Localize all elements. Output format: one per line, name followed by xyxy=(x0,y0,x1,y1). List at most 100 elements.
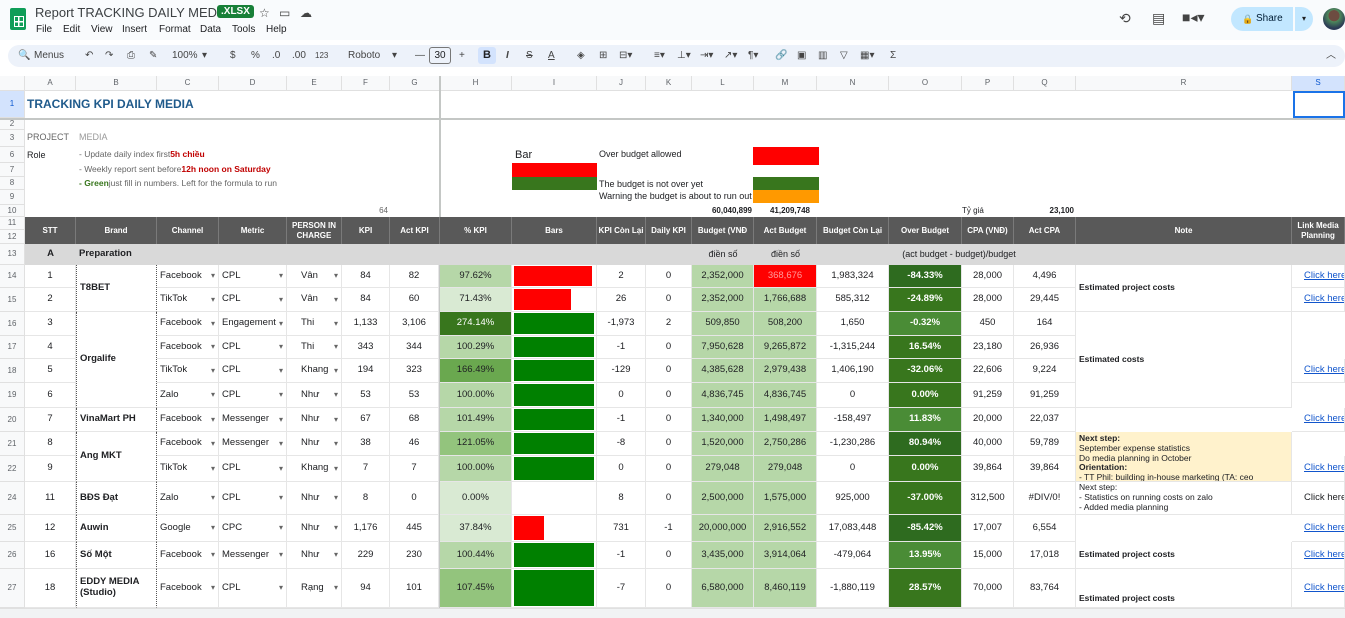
daily-kpi-cell[interactable]: 0 xyxy=(646,569,692,608)
person-dropdown[interactable]: Khang xyxy=(287,456,342,482)
merge-cells-icon[interactable]: ⊟▾ xyxy=(619,50,633,61)
channel-dropdown[interactable]: Facebook xyxy=(157,312,219,336)
channel-dropdown[interactable]: Facebook xyxy=(157,542,219,569)
kpi-left-cell[interactable]: 0 xyxy=(597,456,646,482)
bars-cell[interactable] xyxy=(512,515,597,542)
bars-cell[interactable] xyxy=(512,288,597,312)
horizontal-align-icon[interactable]: ≡▾ xyxy=(654,50,665,61)
row-header-8[interactable]: 8 xyxy=(0,177,25,190)
cpa-cell[interactable]: 15,000 xyxy=(962,542,1014,569)
increase-decimal-button[interactable]: .00 xyxy=(292,50,306,61)
daily-kpi-cell[interactable]: 0 xyxy=(646,408,692,432)
link-media-planning[interactable]: Click here xyxy=(1292,288,1345,312)
act-kpi-cell[interactable]: 323 xyxy=(390,359,439,383)
over-budget-cell[interactable]: -84.33% xyxy=(889,265,962,288)
row-header-16[interactable]: 16 xyxy=(0,312,25,336)
note-so-mot[interactable]: Estimated project costs xyxy=(1076,542,1292,569)
act-budget-cell[interactable]: 508,200 xyxy=(754,312,817,336)
column-header-g[interactable]: G xyxy=(390,76,440,91)
paint-format-icon[interactable]: ✎ xyxy=(149,50,158,61)
channel-dropdown[interactable]: Facebook xyxy=(157,569,219,608)
kpi-left-cell[interactable]: 731 xyxy=(597,515,646,542)
row-header-13[interactable]: 13 xyxy=(0,244,25,265)
stt-cell[interactable]: 8 xyxy=(25,432,76,456)
daily-kpi-cell[interactable]: 0 xyxy=(646,456,692,482)
channel-dropdown[interactable]: Facebook xyxy=(157,336,219,359)
row-header-2[interactable]: 2 xyxy=(0,118,25,130)
redo-icon[interactable]: ↷ xyxy=(105,50,114,61)
channel-dropdown[interactable]: Facebook xyxy=(157,432,219,456)
over-budget-cell[interactable]: -0.32% xyxy=(889,312,962,336)
link-media-planning[interactable]: Click here xyxy=(1292,408,1345,432)
metric-dropdown[interactable]: CPL xyxy=(219,569,287,608)
row-header-17[interactable]: 17 xyxy=(0,336,25,359)
avatar[interactable] xyxy=(1323,8,1345,30)
budget-cell[interactable]: 1,520,000 xyxy=(692,432,754,456)
kpi-left-cell[interactable]: -129 xyxy=(597,359,646,383)
bars-cell[interactable] xyxy=(512,383,597,408)
meet-icon[interactable]: ■◂▾ xyxy=(1182,9,1205,25)
text-color-button[interactable]: A xyxy=(548,50,555,61)
cpa-cell[interactable]: 20,000 xyxy=(962,408,1014,432)
select-all-corner[interactable] xyxy=(0,76,25,91)
kpi-cell[interactable]: 1,176 xyxy=(342,515,390,542)
budget-cell[interactable]: 3,435,000 xyxy=(692,542,754,569)
kpi-cell[interactable]: 84 xyxy=(342,288,390,312)
link-icon[interactable]: 🔗 xyxy=(775,50,788,61)
link-media-planning[interactable]: Click here xyxy=(1292,515,1345,542)
menu-help[interactable]: Help xyxy=(266,24,287,35)
font-size-increase-button[interactable]: + xyxy=(459,50,465,61)
cpa-cell[interactable]: 40,000 xyxy=(962,432,1014,456)
row-header-14[interactable]: 14 xyxy=(0,265,25,288)
comments-icon[interactable]: ▤ xyxy=(1152,10,1166,26)
row-header-22[interactable]: 22 xyxy=(0,456,25,482)
cpa-cell[interactable]: 28,000 xyxy=(962,265,1014,288)
brand-cell[interactable]: Số Một xyxy=(76,542,157,569)
person-dropdown[interactable]: Như xyxy=(287,542,342,569)
person-dropdown[interactable]: Vân xyxy=(287,288,342,312)
vertical-align-icon[interactable]: ⊥▾ xyxy=(677,50,691,61)
stt-cell[interactable]: 1 xyxy=(25,265,76,288)
row-header-24[interactable]: 24 xyxy=(0,482,25,515)
borders-icon[interactable]: ⊞ xyxy=(599,50,608,61)
kpi-left-cell[interactable]: 0 xyxy=(597,383,646,408)
act-cpa-cell[interactable]: 39,864 xyxy=(1014,456,1076,482)
row-header-7[interactable]: 7 xyxy=(0,163,25,177)
search-menus-icon[interactable]: 🔍 xyxy=(18,50,31,61)
brand-cell[interactable]: VinaMart PH xyxy=(76,408,157,432)
budget-left-cell[interactable]: 585,312 xyxy=(817,288,889,312)
stt-cell[interactable]: 9 xyxy=(25,456,76,482)
daily-kpi-cell[interactable]: -1 xyxy=(646,515,692,542)
stt-cell[interactable]: 5 xyxy=(25,359,76,383)
act-cpa-cell[interactable]: 26,936 xyxy=(1014,336,1076,359)
budget-cell[interactable]: 1,340,000 xyxy=(692,408,754,432)
metric-dropdown[interactable]: CPC xyxy=(219,515,287,542)
note-orgalife[interactable]: Estimated costs xyxy=(1076,312,1292,408)
budget-cell[interactable]: 20,000,000 xyxy=(692,515,754,542)
stt-cell[interactable]: 18 xyxy=(25,569,76,608)
pct-kpi-cell[interactable]: 97.62% xyxy=(440,265,512,288)
daily-kpi-cell[interactable]: 0 xyxy=(646,336,692,359)
pct-kpi-cell[interactable]: 0.00% xyxy=(440,482,512,515)
note-t8bet[interactable]: Estimated project costs xyxy=(1076,265,1292,312)
act-cpa-cell[interactable]: 4,496 xyxy=(1014,265,1076,288)
stt-cell[interactable]: 6 xyxy=(25,383,76,408)
person-dropdown[interactable]: Như xyxy=(287,408,342,432)
bars-cell[interactable] xyxy=(512,569,597,608)
act-budget-cell[interactable]: 3,914,064 xyxy=(754,542,817,569)
person-dropdown[interactable]: Rạng xyxy=(287,569,342,608)
channel-dropdown[interactable]: TikTok xyxy=(157,456,219,482)
number-format-button[interactable]: 123 xyxy=(315,51,329,60)
daily-kpi-cell[interactable]: 0 xyxy=(646,383,692,408)
kpi-left-cell[interactable]: -1 xyxy=(597,542,646,569)
kpi-left-cell[interactable]: -8 xyxy=(597,432,646,456)
link-media-planning[interactable]: Click here xyxy=(1292,569,1345,608)
column-header-c[interactable]: C xyxy=(157,76,219,91)
stt-cell[interactable]: 2 xyxy=(25,288,76,312)
act-cpa-cell[interactable]: 9,224 xyxy=(1014,359,1076,383)
pct-kpi-cell[interactable]: 71.43% xyxy=(440,288,512,312)
column-header-i[interactable]: I xyxy=(512,76,597,91)
filter-icon[interactable]: ▽ xyxy=(840,50,848,61)
budget-left-cell[interactable]: 0 xyxy=(817,456,889,482)
over-budget-cell[interactable]: 0.00% xyxy=(889,383,962,408)
